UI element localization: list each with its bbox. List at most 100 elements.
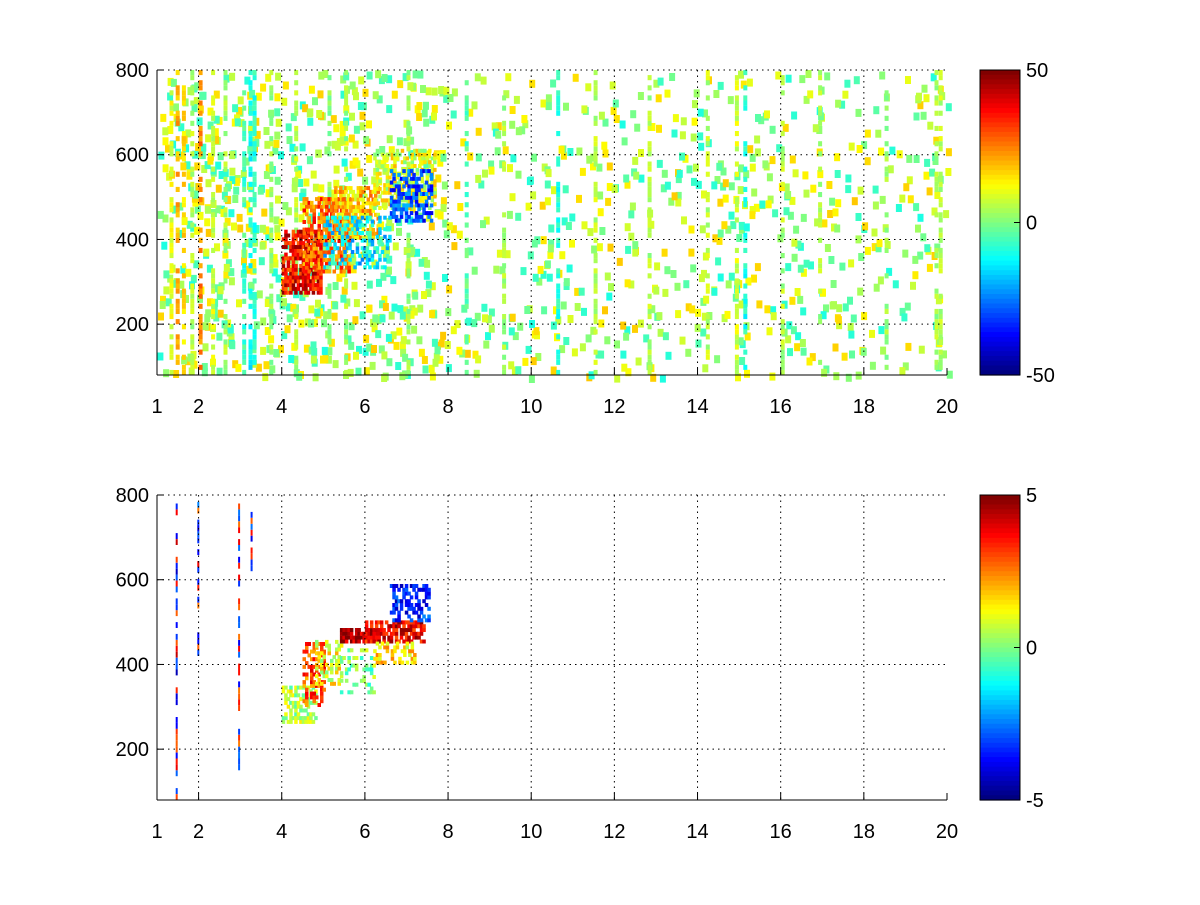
region-cell [328,242,332,247]
region-cell [415,148,420,153]
noise-cell [905,76,911,84]
noise-cell [268,335,275,344]
stripe-cell [734,364,739,370]
region-cell [383,215,387,220]
stripe-cell [175,171,180,177]
region-cell [339,690,344,695]
colorbar-segment [980,170,1020,176]
noise-cell [878,326,885,335]
region-cell [320,695,324,700]
region-cell [362,639,366,644]
region-cell [286,704,291,709]
region-cell [302,254,306,259]
noise-cell [379,300,385,309]
stripe-cell [938,247,943,253]
noise-cell [292,355,299,364]
region-cell [375,183,380,188]
region-cell [312,204,316,209]
stripe-cell [248,85,253,91]
stripe-cell [743,186,748,192]
stripe-cell [734,131,739,137]
noise-cell [664,266,671,275]
region-cell [377,635,381,640]
region-cell [399,584,404,588]
noise-cell [392,242,399,251]
noise-cell [351,87,358,96]
region-cell [320,216,324,221]
region-cell [344,220,348,225]
noise-cell [802,171,809,180]
region-cell [317,651,321,656]
region-cell [355,246,360,251]
stripe-cell [242,120,247,126]
region-cell [417,176,421,181]
colorbar-segment [980,552,1020,558]
region-cell [394,584,399,588]
region-cell [407,639,411,644]
noise-cell [805,70,812,78]
stripe-cell [181,100,186,106]
region-cell [392,211,396,216]
region-cell [388,234,392,239]
region-cell [349,224,353,229]
region-cell [317,216,321,221]
region-cell [322,212,326,217]
region-cell [284,286,288,291]
noise-cell [233,186,240,195]
noise-cell [422,365,429,374]
noise-cell [851,197,858,206]
noise-cell [371,345,377,353]
region-cell [403,649,407,654]
region-cell [284,290,288,295]
region-cell [310,200,314,205]
region-cell [375,167,380,172]
noise-cell [873,106,880,115]
stripe-cell [327,100,332,106]
stripe-cell [190,319,195,325]
region-cell [375,641,380,646]
colorbar-segment [980,151,1020,157]
noise-cell [386,218,393,226]
region-cell [419,620,424,625]
region-cell [422,584,426,588]
region-cell [400,198,405,203]
noise-cell [172,205,178,214]
noise-cell [296,165,303,174]
colorbar-segment [980,284,1020,290]
region-cell [284,700,288,705]
noise-cell [421,192,428,201]
noise-cell [167,92,174,101]
region-cell [366,186,371,191]
colorbar-segment [980,241,1020,247]
region-cell [397,610,401,615]
stripe-cell [175,651,178,658]
noise-cell [736,234,743,242]
noise-cell [231,222,237,231]
colorbar-segment [980,346,1020,352]
colorbar-segment [980,89,1020,95]
region-cell [414,199,419,204]
region-cell [373,152,377,157]
stripe-cell [250,523,253,530]
stripe-cell [169,202,174,208]
stripe-cell [294,227,299,233]
region-cell [340,257,345,262]
noise-cell [737,186,744,195]
stripe-cell [327,324,332,330]
region-cell [348,231,352,235]
noise-cell [808,261,814,270]
noise-cell [657,77,664,86]
region-cell [310,676,314,681]
region-cell [310,261,314,266]
region-cell [380,265,385,270]
region-cell [433,152,437,157]
region-cell [317,658,321,663]
region-cell [417,618,421,623]
region-cell [342,246,346,251]
stripe-cell [248,217,253,223]
region-cell [412,195,416,200]
stripe-cell [743,95,748,101]
region-cell [317,197,321,202]
region-cell [356,197,361,202]
noise-cell [397,305,404,314]
